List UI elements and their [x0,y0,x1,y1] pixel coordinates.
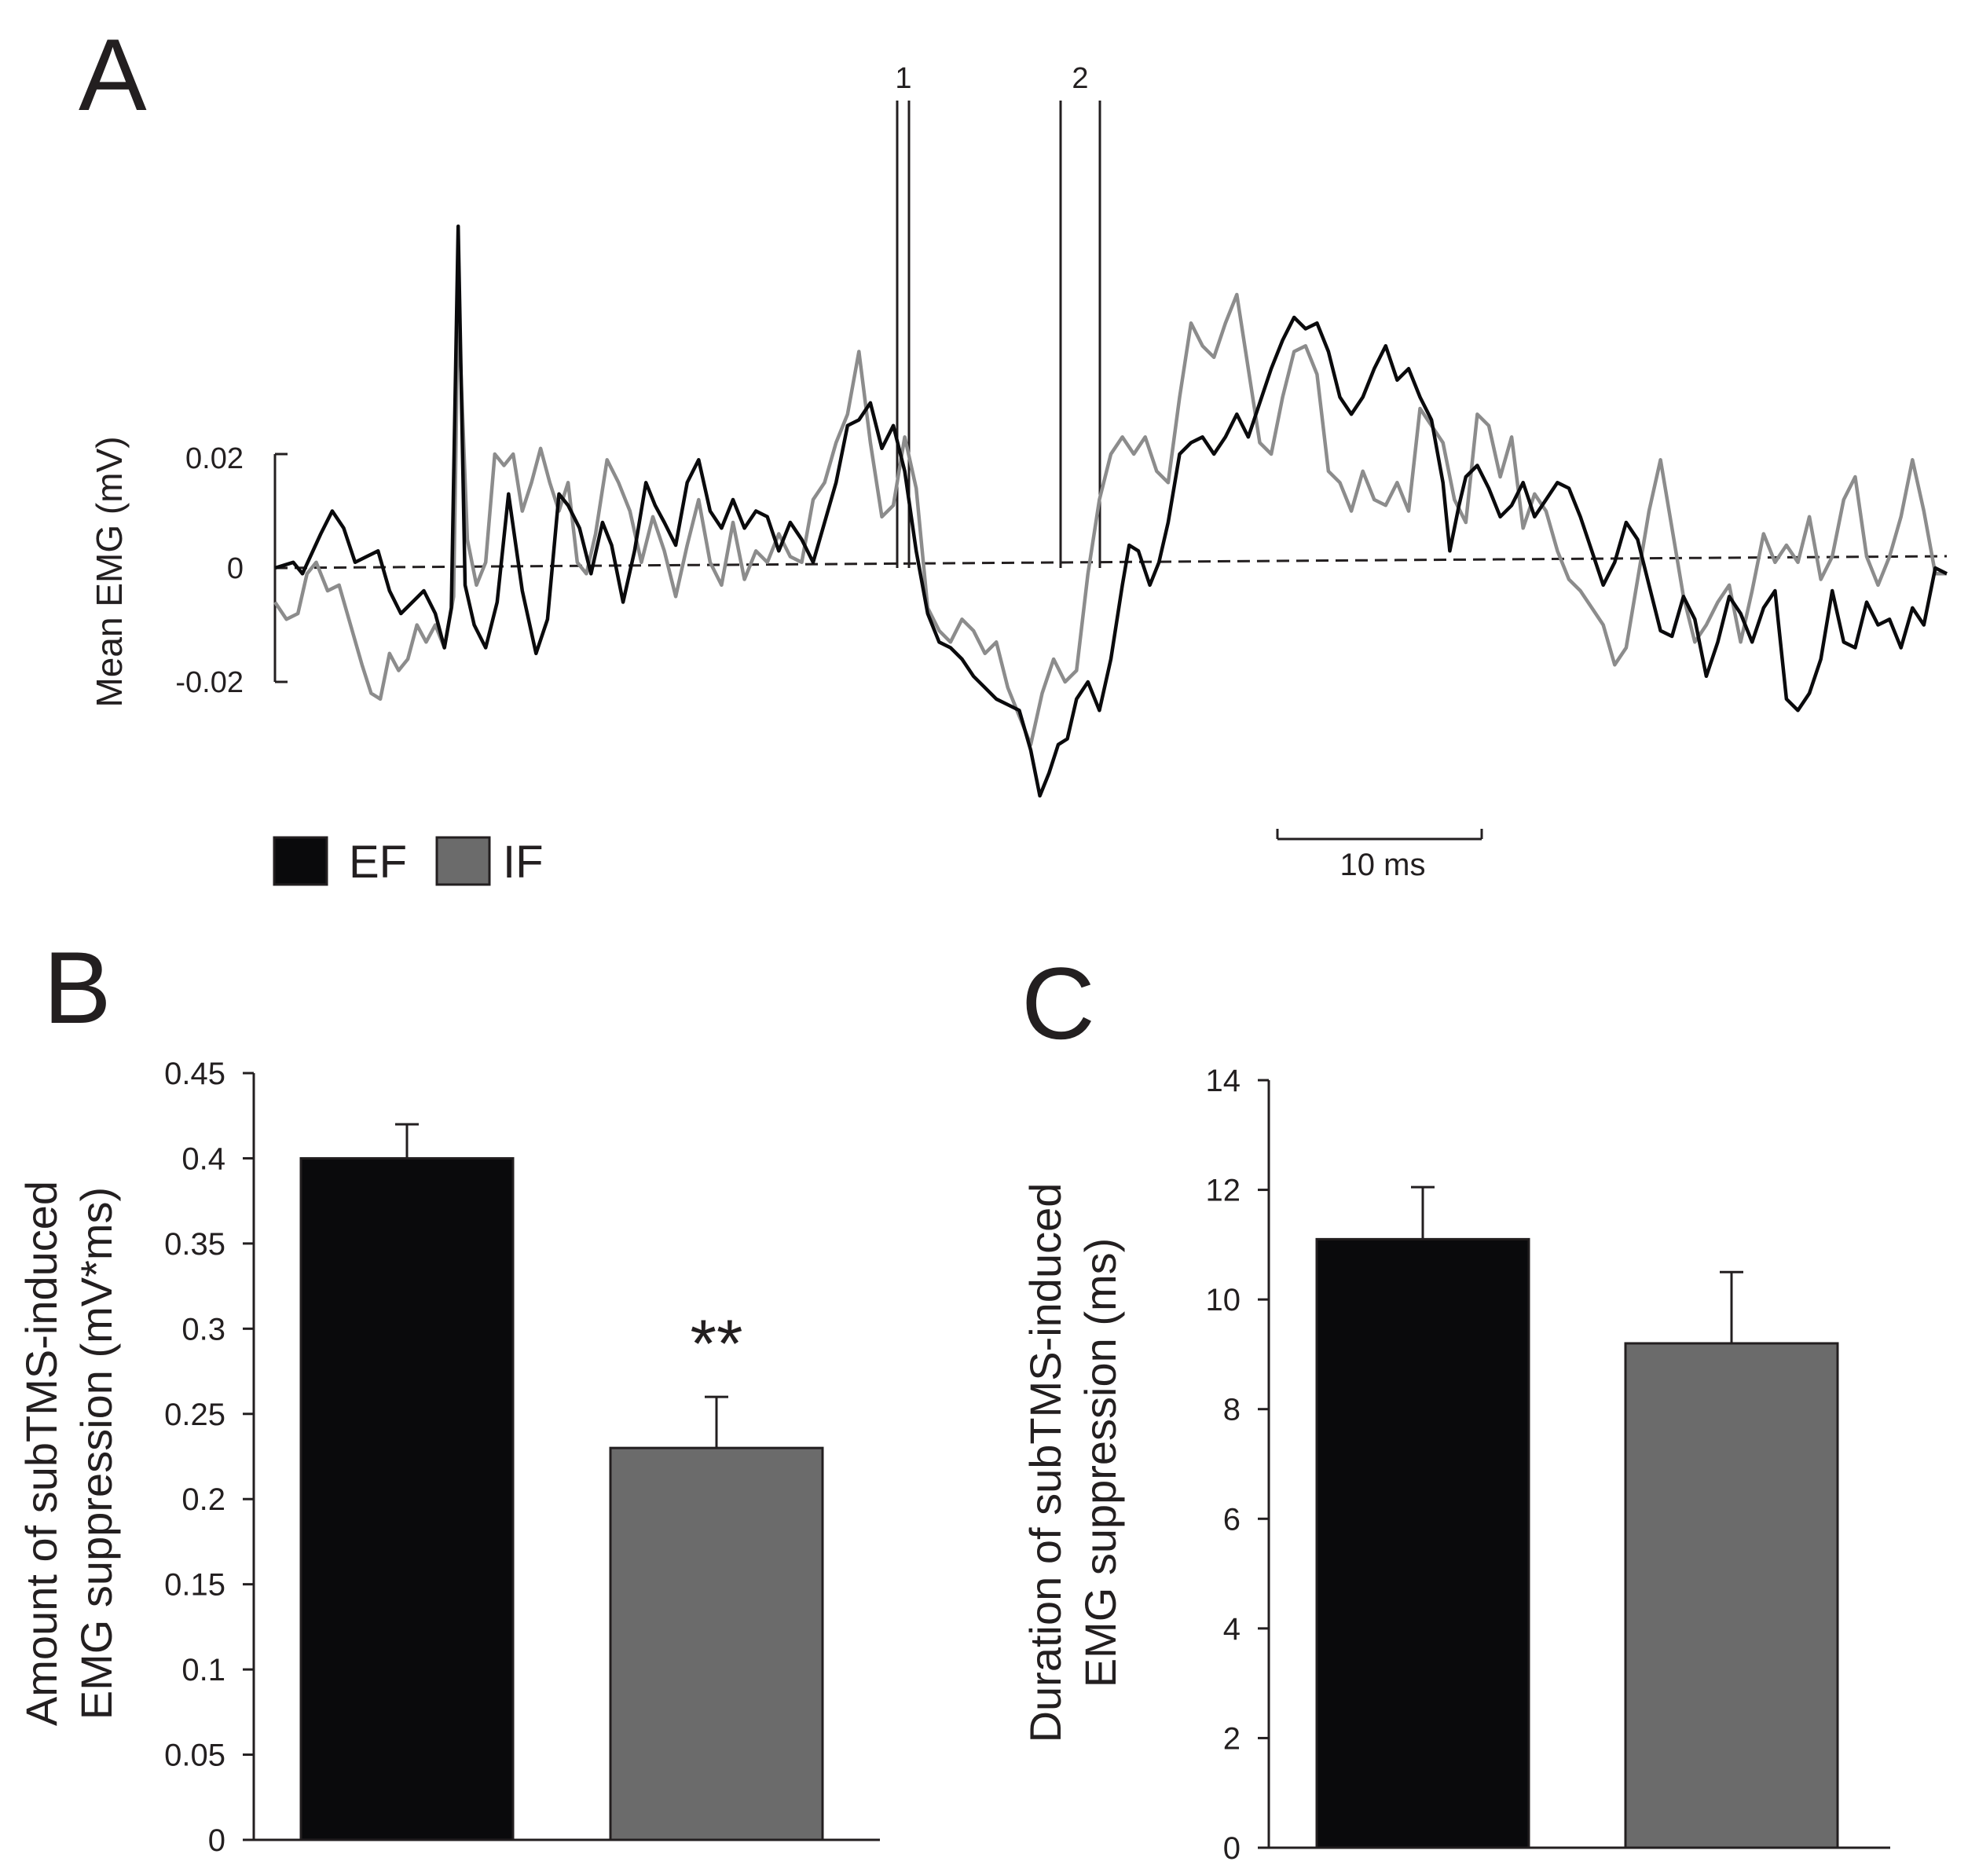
b-ytick-label: 0.1 [181,1653,225,1687]
series-line-if [273,292,1947,747]
panel-b-bar-ef [299,1156,515,1841]
panel-c-bar-ef [1315,1237,1530,1849]
panel-a-ytick-label: 0.02 [185,442,244,475]
b-ytick-label: 0 [208,1823,225,1858]
b-ytick-label: 0.35 [164,1227,225,1262]
panel-c-y-label-line-1: Duration of subTMS-induced [1021,1183,1070,1743]
panel-a-ytick-label: -0.02 [175,666,244,699]
panel-a: A 0.02 0 -0.02 Mean EMG (mV) 1 2 [79,17,1948,888]
panel-a-y-axis-label: Mean EMG (mV) [89,436,130,707]
legend-swatch-if [435,836,491,886]
c-ytick-label: 14 [1206,1064,1241,1098]
b-ytick-label: 0.05 [164,1739,225,1773]
legend: EF IF [273,836,544,888]
b-ytick-label: 0.15 [164,1568,225,1603]
panel-c-y-axis-label: Duration of subTMS-induced EMG suppressi… [1021,1183,1125,1743]
c-ytick-label: 6 [1223,1502,1241,1537]
c-ytick-label: 4 [1223,1612,1241,1647]
b-ytick-label: 0.45 [164,1057,225,1091]
legend-label-if: IF [503,837,544,888]
panel-c-letter: C [1021,946,1095,1061]
panel-c-y-ticks: 0 2 4 6 8 10 12 14 [1206,1064,1269,1866]
b-ytick-label: 0.4 [181,1141,225,1176]
panel-b-letter: B [43,930,112,1045]
b-ytick-label: 0.25 [164,1398,225,1432]
c-ytick-label: 0 [1223,1831,1241,1866]
panel-c-error-bar-ef [1411,1185,1435,1240]
panel-b-y-axis-label: Amount of subTMS-induced EMG suppression… [16,1181,121,1726]
window-marker-2: 2 [1059,62,1101,568]
b-ytick-label: 0.2 [181,1482,225,1517]
c-ytick-label: 2 [1223,1721,1241,1756]
c-ytick-label: 8 [1223,1393,1241,1427]
zero-baseline [274,555,1948,570]
panel-b-y-label-line-2: EMG suppression (mV*ms) [71,1187,121,1720]
panel-b-bar-if [609,1446,824,1841]
panel-c: C 0 2 4 6 8 10 12 14 Duration of subTMS-induced… [1021,946,1890,1866]
b-ytick-label: 0.3 [181,1312,225,1347]
panel-b: B 0 0.05 0.1 0.15 0.2 0.25 0.3 0.35 0.4 0.45 Amou… [16,930,880,1858]
panel-b-error-bar-if [705,1395,728,1449]
significance-marker: ** [691,1306,743,1382]
panel-b-error-bar-ef [395,1123,419,1159]
panel-b-y-label-line-1: Amount of subTMS-induced [16,1181,66,1726]
scale-bar-label: 10 ms [1340,848,1426,882]
legend-label-ef: EF [349,837,407,888]
panel-c-bar-if [1624,1342,1839,1849]
time-scale-bar: 10 ms [1276,829,1483,882]
panel-a-letter: A [79,17,147,132]
panel-c-y-label-line-2: EMG suppression (ms) [1076,1238,1125,1688]
legend-swatch-ef [273,836,328,886]
panel-a-ytick-label: 0 [227,552,244,585]
window-marker-1-label: 1 [895,62,911,95]
c-ytick-label: 10 [1206,1283,1241,1317]
panel-c-error-bar-if [1720,1270,1743,1343]
window-marker-2-label: 2 [1072,62,1088,95]
c-ytick-label: 12 [1206,1174,1241,1208]
panel-b-y-ticks: 0 0.05 0.1 0.15 0.2 0.25 0.3 0.35 0.4 0.45 [164,1057,254,1858]
series-line-ef [274,224,1948,798]
